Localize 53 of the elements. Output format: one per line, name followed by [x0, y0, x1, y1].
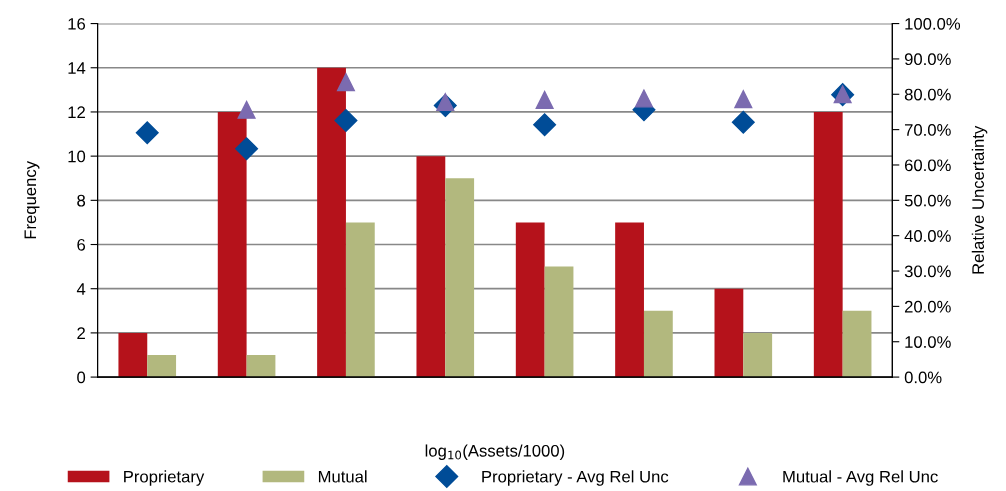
y2-tick-label: 20.0%: [904, 300, 951, 313]
point: [734, 90, 753, 109]
y-tick-label: 12: [68, 106, 85, 118]
bar: [515, 222, 545, 378]
bar: [615, 222, 644, 378]
point: [634, 89, 653, 108]
y2-tick-label: 40.0%: [904, 230, 951, 242]
y2-tick-label: 70.0%: [904, 124, 951, 136]
y-axis-title: Frequency: [24, 160, 40, 239]
bar: [544, 266, 574, 378]
point: [334, 108, 358, 132]
point: [135, 121, 159, 145]
legend-label: Proprietary: [124, 470, 205, 486]
point: [235, 137, 259, 161]
y2-tick-label: 0.0%: [904, 371, 942, 384]
y-tick-label: 4: [76, 283, 86, 295]
legend-label: Proprietary - Avg Rel Unc: [482, 470, 669, 486]
y-tick-label: 0: [77, 371, 86, 384]
bar: [445, 178, 475, 378]
bar: [743, 332, 773, 378]
point: [336, 73, 355, 92]
bar: [842, 310, 872, 378]
bar: [246, 354, 276, 378]
point: [731, 110, 755, 134]
bar: [416, 156, 446, 378]
y-tick-label: 16: [68, 17, 86, 30]
point: [237, 100, 256, 119]
bar: [643, 310, 673, 378]
y2-tick-label: 50.0%: [904, 194, 951, 207]
y-tick-label: 6: [77, 238, 86, 251]
bar: [217, 111, 247, 378]
y2-tick-label: 30.0%: [904, 265, 951, 278]
bar: [317, 67, 346, 378]
y-tick-label: 2: [77, 327, 85, 339]
point: [533, 113, 557, 137]
y2-tick-label: 100.0%: [905, 17, 961, 30]
y-tick-label: 10: [68, 150, 86, 163]
y2-axis-title: Relative Uncertainty: [971, 125, 988, 274]
y2-tick-label: 10.0%: [905, 336, 951, 348]
x-axis-title: log$_{10}$(Assets/1000): [425, 444, 565, 460]
bar: [714, 288, 744, 378]
bar: [118, 332, 148, 378]
y2-tick-label: 60.0%: [904, 159, 951, 172]
y-tick-label: 8: [77, 194, 86, 207]
legend-label: Mutual - Avg Rel Unc: [783, 470, 938, 486]
y-tick-label: 14: [68, 62, 86, 74]
bar: [147, 354, 177, 378]
point: [535, 90, 554, 109]
bar: [345, 222, 375, 378]
legend-label: Mutual: [318, 470, 367, 483]
y2-tick-label: 90.0%: [904, 53, 951, 66]
bar: [813, 111, 843, 378]
y2-tick-label: 80.0%: [904, 88, 951, 101]
